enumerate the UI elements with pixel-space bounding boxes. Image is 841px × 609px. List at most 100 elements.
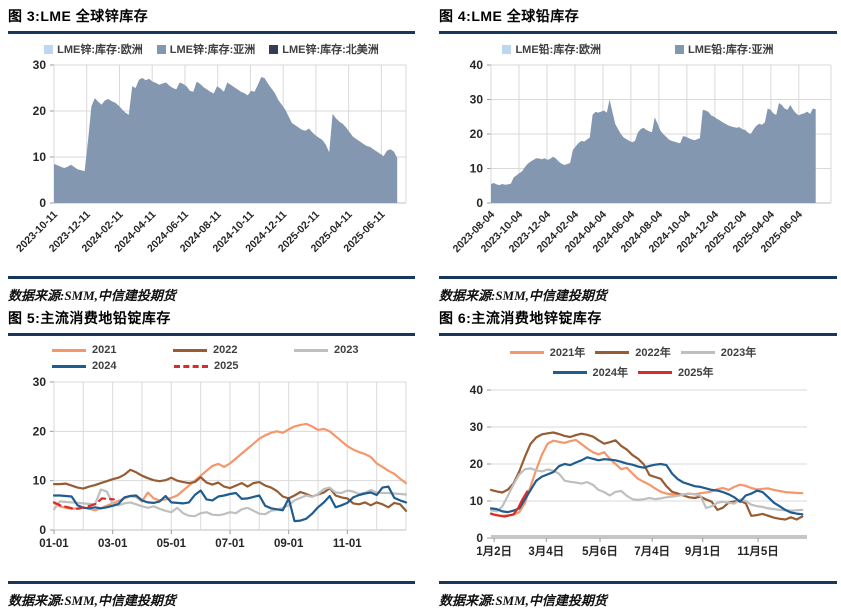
svg-text:7月4日: 7月4日 (634, 545, 670, 558)
bottom-rule (8, 276, 415, 279)
legend-row: 2021 2022 2023 (8, 344, 415, 356)
source-note: 数据来源:SMM,中信建投期货 (8, 288, 176, 303)
legend-item: 2022年 (595, 344, 680, 360)
bottom-rule (8, 581, 415, 584)
legend-label: 2023 (334, 344, 359, 356)
svg-text:1月2日: 1月2日 (476, 545, 512, 558)
legend-swatch (675, 44, 684, 54)
svg-text:01-01: 01-01 (39, 538, 69, 550)
legend-item: 2024年 (552, 364, 638, 380)
legend-row: 2024 2025 (8, 360, 415, 372)
svg-text:0: 0 (39, 523, 46, 537)
svg-text:10: 10 (470, 162, 484, 176)
legend-item: LME锌:库存:北美洲 (269, 41, 379, 57)
title-rule (8, 31, 415, 34)
legend-label: 2021 (92, 344, 117, 356)
chart-svg: 0102030402023-08-042023-10-042023-12-042… (451, 58, 832, 255)
title-rule (439, 31, 837, 34)
chart-plot: 0 10 20 30 40 1月2日 3月4日 5月6日 7月4日 9月1日 11月5日 (439, 383, 837, 571)
legend-swatch (502, 44, 512, 54)
svg-text:30: 30 (470, 420, 484, 434)
legend-swatch (269, 44, 279, 54)
title-rule (439, 333, 837, 336)
title-rule (8, 333, 415, 336)
legend-item: LME锌:库存:欧洲 (44, 41, 143, 57)
legend-swatch (552, 370, 587, 374)
legend-label: 2023年 (720, 347, 757, 359)
legend-item: LME锌:库存:亚洲 (156, 41, 256, 57)
svg-text:05-01: 05-01 (157, 538, 187, 550)
legend-item: 2023 (294, 344, 415, 356)
legend-item: LME铅:库存:亚洲 (675, 41, 774, 57)
legend-swatch (52, 364, 86, 368)
svg-text:07-01: 07-01 (215, 538, 245, 550)
legend-row: 2021年 2022年 2023年 (439, 344, 837, 360)
svg-text:9月1日: 9月1日 (685, 545, 721, 558)
legend-swatch (174, 364, 208, 368)
svg-text:20: 20 (33, 424, 47, 438)
svg-text:03-01: 03-01 (98, 538, 128, 550)
legend-swatch (680, 350, 715, 354)
svg-text:10: 10 (470, 494, 484, 508)
bottom-rule (439, 276, 837, 279)
panel-fig6: 图 6:主流消费地锌锭库存 2021年 2022年 2023年 2024年 2025年 … (425, 302, 841, 609)
chart-svg: 01020302023-10-112023-12-112024-02-11202… (14, 58, 407, 255)
legend-item: 2025 (174, 360, 296, 372)
svg-text:40: 40 (470, 58, 484, 72)
svg-text:20: 20 (470, 457, 484, 471)
chart-legend: 2021年 2022年 2023年 2024年 2025年 (439, 344, 837, 384)
legend-swatch (52, 348, 86, 352)
legend-swatch (173, 348, 207, 352)
panel-fig3: 图 3:LME 全球锌库存 LME锌:库存:欧洲 LME锌:库存:亚洲 LME锌:库… (0, 0, 425, 303)
legend-label: LME锌:库存:北美洲 (282, 44, 379, 56)
chart-svg: 0 10 20 30 40 1月2日 3月4日 5月6日 7月4日 9月1日 11月5日 (470, 383, 807, 558)
legend-swatch (156, 44, 166, 54)
svg-text:11月5日: 11月5日 (737, 545, 779, 558)
source-note: 数据来源:SMM,中信建投期货 (439, 288, 607, 303)
chart-legend: LME铅:库存:欧洲 LME铅:库存:亚洲 (439, 41, 837, 57)
panel-fig4: 图 4:LME 全球铅库存 LME铅:库存:欧洲 LME铅:库存:亚洲 0 10 20… (425, 0, 841, 303)
legend-swatch (595, 350, 630, 354)
legend-label: LME锌:库存:欧洲 (57, 44, 143, 56)
svg-text:0: 0 (476, 196, 483, 210)
legend-item: 2021 (52, 344, 173, 356)
figure-title: 图 6:主流消费地锌锭库存 (439, 310, 602, 326)
legend-label: 2025 (214, 360, 239, 372)
legend-label: LME锌:库存:亚洲 (169, 44, 256, 56)
svg-text:3月4日: 3月4日 (528, 545, 564, 558)
figure-title: 图 5:主流消费地铅锭库存 (8, 310, 171, 326)
chart-legend: LME锌:库存:欧洲 LME锌:库存:亚洲 LME锌:库存:北美洲 (8, 41, 415, 57)
legend-swatch (294, 348, 328, 352)
legend-row: 2024年 2025年 (439, 364, 837, 380)
svg-text:20: 20 (470, 127, 484, 141)
svg-text:30: 30 (33, 58, 47, 72)
legend-item: 2021年 (509, 344, 595, 360)
legend-swatch (509, 350, 544, 354)
legend-label: 2021年 (549, 347, 586, 359)
legend-label: 2022 (213, 344, 238, 356)
legend-item: 2023年 (680, 344, 766, 360)
source-note: 数据来源:SMM,中信建投期货 (439, 593, 607, 608)
svg-text:20: 20 (33, 104, 47, 118)
chart-svg: 0 10 20 30 01-01 03-01 05-01 07-01 09-01 11-01 (33, 375, 408, 550)
figure-title: 图 4:LME 全球铅库存 (439, 8, 580, 24)
svg-text:30: 30 (33, 376, 47, 389)
legend-label: 2025年 (678, 367, 714, 379)
chart-legend: 2021 2022 2023 2024 2025 (8, 344, 415, 376)
legend-item: 2025年 (638, 364, 723, 380)
chart-plot: 0 10 20 30 2023-10-11 2023-12-11 2024-02-11 202… (8, 57, 415, 276)
legend-label: 2024年 (592, 367, 628, 379)
legend-item: LME铅:库存:欧洲 (502, 41, 601, 57)
chart-plot: 0 10 20 30 40 2023-08-04 2023-10-04 2023-12-04 2… (439, 57, 837, 276)
legend-label: LME铅:库存:亚洲 (688, 44, 774, 56)
legend-swatch (44, 44, 54, 54)
legend-label: 2022年 (635, 347, 671, 359)
chart-plot: 0 10 20 30 01-01 03-01 05-01 07-01 09-01 11-01 (8, 375, 415, 563)
svg-text:0: 0 (476, 531, 483, 545)
panel-fig5: 图 5:主流消费地铅锭库存 2021 2022 2023 2024 2025 0 10 20… (0, 302, 425, 609)
svg-text:10: 10 (33, 150, 47, 164)
bottom-rule (439, 581, 837, 584)
legend-label: LME铅:库存:欧洲 (515, 44, 601, 56)
